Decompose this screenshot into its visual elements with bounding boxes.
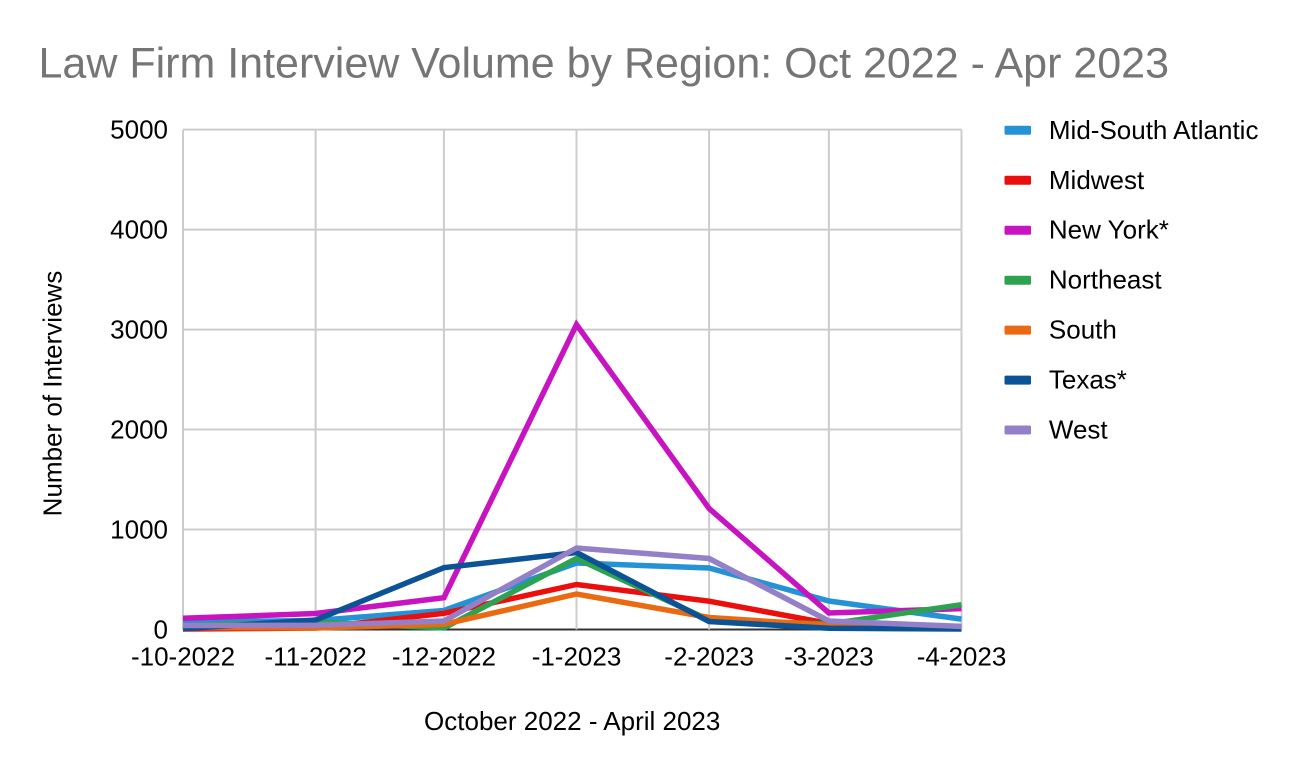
svg-text:Texas*: Texas* — [1049, 365, 1127, 395]
svg-text:-1-2023: -1-2023 — [532, 642, 622, 672]
svg-text:0: 0 — [154, 615, 168, 645]
svg-text:-11-2022: -11-2022 — [265, 642, 367, 672]
svg-text:Number of Interviews: Number of Interviews — [38, 271, 68, 517]
svg-text:1000: 1000 — [110, 515, 168, 545]
svg-text:October 2022 - April 2023: October 2022 - April 2023 — [424, 706, 720, 736]
svg-text:Law Firm Interview Volume by R: Law Firm Interview Volume by Region: Oct… — [39, 40, 1170, 88]
svg-text:-4-2023: -4-2023 — [917, 642, 1007, 672]
svg-text:-2-2023: -2-2023 — [664, 642, 754, 672]
svg-text:5000: 5000 — [110, 115, 168, 145]
svg-text:4000: 4000 — [110, 215, 168, 245]
svg-text:West: West — [1049, 415, 1109, 445]
svg-text:-12-2022: -12-2022 — [392, 642, 496, 672]
svg-text:South: South — [1049, 315, 1117, 345]
svg-text:Midwest: Midwest — [1049, 165, 1145, 195]
svg-text:Northeast: Northeast — [1049, 265, 1162, 295]
svg-text:-3-2023: -3-2023 — [784, 642, 874, 672]
svg-text:New York*: New York* — [1049, 215, 1169, 245]
svg-text:Mid-South Atlantic: Mid-South Atlantic — [1049, 115, 1259, 145]
svg-text:-10-2022: -10-2022 — [131, 642, 235, 672]
svg-text:2000: 2000 — [110, 415, 168, 445]
svg-text:3000: 3000 — [110, 315, 168, 345]
